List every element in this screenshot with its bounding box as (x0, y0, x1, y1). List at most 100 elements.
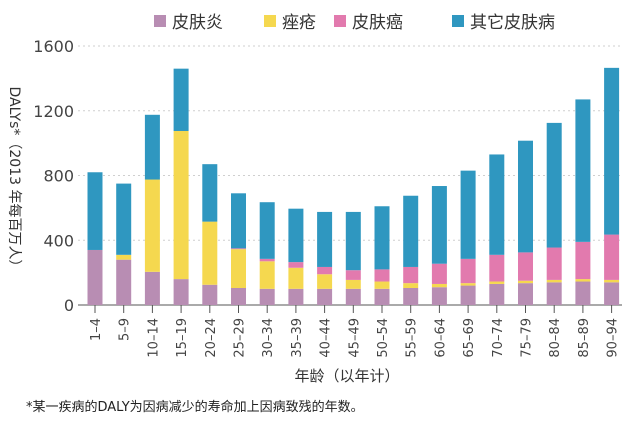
bar-segment-40–44-other (317, 211, 333, 267)
x-tick-label-15–19: 15–19 (175, 318, 190, 358)
bar-segment-20–24-dermatitis (202, 284, 218, 305)
bar-segment-5–9-other (116, 183, 132, 255)
bar-segment-1–4-dermatitis (87, 249, 103, 305)
bar-segment-55–59-skin-cancer (403, 266, 419, 284)
bar-segment-60–64-other (431, 186, 447, 264)
bar-segment-10–14-acne (144, 179, 160, 272)
bar-segment-75–79-dermatitis (518, 283, 533, 305)
bar-segment-50–54-other (374, 206, 390, 270)
x-tick-label-25–29: 25–29 (233, 318, 248, 358)
y-tick-label-1200: 1200 (33, 102, 74, 121)
bar-segment-35–39-acne (288, 267, 304, 289)
legend-label-other: 其它皮肤病 (470, 13, 555, 33)
bar-segment-20–24-other (202, 164, 218, 222)
x-tick-label-45–49: 45–49 (347, 318, 362, 358)
legend-item-acne: 痤疮 (264, 8, 316, 33)
bar-segment-35–39-dermatitis (288, 288, 304, 305)
legend-swatch-acne (264, 14, 276, 27)
x-tick-label-5–9: 5–9 (118, 318, 133, 341)
bar-segment-10–14-dermatitis (144, 271, 160, 305)
bar-segment-25–29-other (231, 193, 246, 249)
bar-segment-45–49-dermatitis (345, 288, 361, 305)
bar-segment-15–19-other (173, 68, 189, 131)
bar-segment-35–39-other (288, 208, 304, 263)
bar-segment-5–9-dermatitis (116, 259, 132, 305)
bar-segment-75–79-acne (518, 280, 533, 284)
legend-label-acne: 痤疮 (282, 13, 316, 33)
x-tick-label-1–4: 1–4 (89, 318, 104, 341)
bar-segment-85–89-other (575, 99, 591, 242)
bar-segment-40–44-acne (317, 274, 333, 289)
bar-segment-90–94-other (604, 67, 620, 235)
x-tick-label-90–94: 90–94 (606, 318, 621, 358)
bar-segment-25–29-skin-cancer (231, 248, 246, 250)
y-tick-label-400: 400 (43, 231, 74, 250)
x-tick-label-10–14: 10–14 (146, 318, 161, 358)
legend-item-other: 其它皮肤病 (452, 8, 555, 33)
bar-segment-15–19-dermatitis (173, 279, 189, 305)
bar-segment-5–9-acne (116, 254, 132, 260)
legend-swatch-skin-cancer (334, 14, 346, 27)
x-tick-label-55–59: 55–59 (405, 318, 420, 358)
x-tick-label-70–74: 70–74 (491, 318, 506, 358)
bar-segment-30–34-other (259, 202, 275, 259)
legend-item-dermatitis: 皮肤炎 (154, 8, 223, 33)
bar-segment-90–94-acne (604, 279, 620, 283)
bar-segment-35–39-skin-cancer (288, 262, 304, 268)
bar-segment-90–94-skin-cancer (604, 234, 620, 280)
bar-segment-45–49-acne (345, 279, 361, 289)
bar-segment-55–59-other (403, 195, 419, 267)
bar-segment-50–54-dermatitis (374, 288, 390, 305)
bar-segment-15–19-acne (173, 130, 189, 280)
bar-segment-40–44-dermatitis (317, 288, 333, 305)
x-tick-label-60–64: 60–64 (433, 318, 448, 358)
x-tick-label-40–44: 40–44 (319, 318, 334, 358)
bar-segment-20–24-acne (202, 221, 218, 285)
legend-swatch-dermatitis (154, 14, 166, 27)
bar-segment-80–84-skin-cancer (546, 247, 562, 280)
x-tick-label-75–79: 75–79 (520, 318, 535, 358)
bar-segment-75–79-skin-cancer (518, 252, 533, 281)
bar-segment-50–54-acne (374, 281, 390, 289)
y-tick-label-0: 0 (64, 296, 74, 315)
bar-segment-80–84-acne (546, 279, 562, 283)
bar-segment-65–69-acne (460, 283, 476, 286)
bar-segment-90–94-dermatitis (604, 282, 620, 305)
bar-segment-70–74-dermatitis (489, 283, 505, 305)
bar-segment-65–69-other (460, 170, 476, 259)
bar-segment-40–44-skin-cancer (317, 266, 333, 275)
legend-label-skin-cancer: 皮肤癌 (352, 13, 403, 33)
bar-segment-45–49-other (345, 211, 361, 271)
bar-segment-55–59-dermatitis (403, 288, 419, 305)
bar-segment-65–69-dermatitis (460, 285, 476, 305)
bar-segment-80–84-other (546, 122, 562, 248)
x-tick-label-30–34: 30–34 (261, 318, 276, 358)
bar-segment-70–74-acne (489, 281, 505, 284)
y-tick-label-1600: 1600 (33, 37, 74, 56)
bar-segment-30–34-skin-cancer (259, 258, 275, 262)
footnote: *某一疾病的DALY为因病减少的寿命加上因病致残的年数。 (26, 400, 364, 415)
bar-segment-10–14-other (144, 114, 160, 180)
legend-label-dermatitis: 皮肤炎 (172, 13, 223, 33)
bar-segment-80–84-dermatitis (546, 282, 562, 305)
y-tick-label-800: 800 (43, 167, 74, 186)
bar-segment-60–64-skin-cancer (431, 263, 447, 284)
x-tick-label-65–69: 65–69 (462, 318, 477, 358)
bar-segment-85–89-dermatitis (575, 281, 591, 305)
legend-item-skin-cancer: 皮肤癌 (334, 8, 403, 33)
bar-segment-30–34-acne (259, 261, 275, 289)
legend-swatch-other (452, 14, 464, 27)
bar-segment-25–29-dermatitis (231, 288, 246, 305)
bar-segment-60–64-dermatitis (431, 287, 447, 305)
bar-segment-75–79-other (518, 140, 533, 253)
bar-segment-65–69-skin-cancer (460, 258, 476, 284)
legend: 皮肤炎 痤疮 皮肤癌 其它皮肤病 (0, 8, 630, 33)
bar-segment-25–29-acne (231, 249, 246, 289)
bar-segment-60–64-acne (431, 283, 447, 288)
bar-segment-45–49-skin-cancer (345, 270, 361, 280)
bar-segment-50–54-skin-cancer (374, 269, 390, 282)
x-tick-label-20–24: 20–24 (204, 318, 219, 358)
bar-segment-70–74-other (489, 154, 505, 255)
x-tick-label-35–39: 35–39 (290, 318, 305, 358)
